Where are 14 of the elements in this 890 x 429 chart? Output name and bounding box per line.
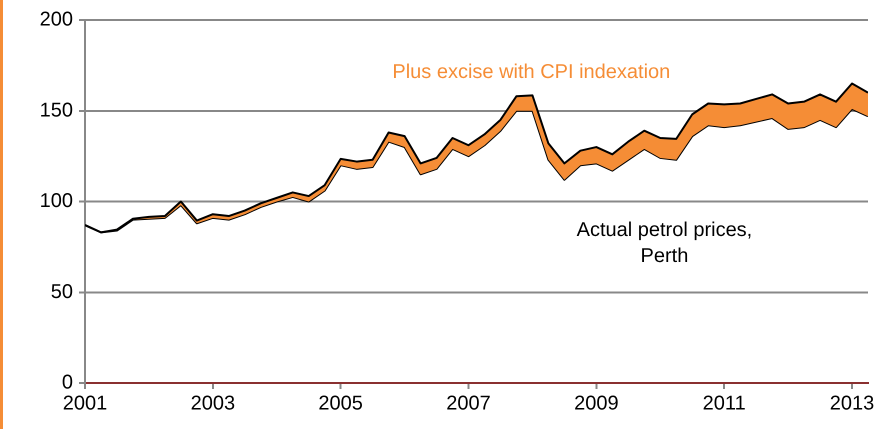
x-tick-label: 2013 <box>830 392 874 415</box>
y-tick-label: 0 <box>62 372 73 394</box>
x-tick-label: 2009 <box>574 392 619 415</box>
x-tick-label: 2011 <box>702 392 746 415</box>
x-tick-label: 2007 <box>446 392 491 415</box>
text: Actual petrol prices, Perth <box>576 219 752 268</box>
x-tick-label: 2001 <box>62 392 108 415</box>
y-tick-label: 150 <box>40 99 73 122</box>
y-tick-label: 200 <box>40 8 73 31</box>
x-tick-label: 2005 <box>318 392 363 415</box>
y-tick-label: 100 <box>40 190 73 212</box>
x-tick-label: 2003 <box>190 392 236 415</box>
y-tick-label: 50 <box>50 280 73 303</box>
series-label: Plus excise with CPI indexation <box>392 61 670 84</box>
